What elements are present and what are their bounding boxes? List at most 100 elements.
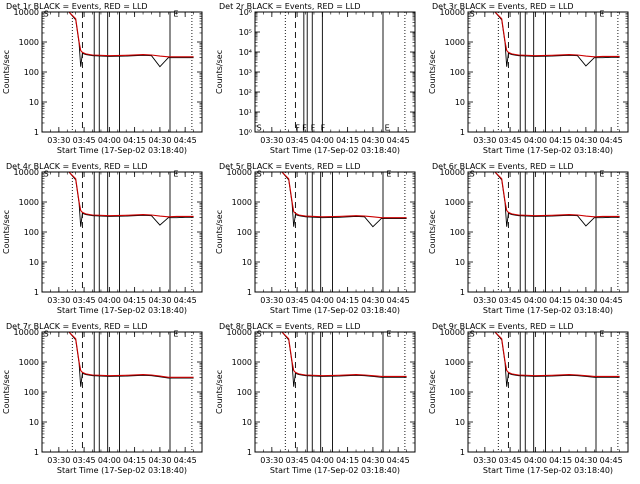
lld-series-line: [68, 172, 194, 218]
plot-frame: [41, 11, 203, 133]
y-tick-label: 10³: [239, 68, 252, 77]
marker-letter: E: [386, 329, 391, 338]
chart-panel: Det 4r BLACK = Events, RED = LLD Counts/s…: [2, 162, 203, 315]
y-axis-label: Counts/sec: [215, 50, 224, 94]
x-tick-label: 04:30: [148, 136, 171, 145]
marker-letter: E: [385, 123, 390, 132]
chart-panel: Det 7r BLACK = Events, RED = LLD Counts/s…: [2, 322, 203, 475]
x-axis-label: Start Time (17-Sep-02 03:18:40): [57, 466, 187, 475]
x-tick-label: 04:15: [336, 296, 359, 305]
marker-letter: E: [386, 169, 391, 178]
marker-letter: S: [470, 329, 475, 338]
x-tick-label: 03:45: [286, 456, 309, 465]
x-tick-label: 03:45: [499, 136, 522, 145]
lld-series-line: [494, 172, 620, 218]
y-tick-label: 100: [450, 68, 465, 77]
x-tick-label: 04:15: [549, 296, 572, 305]
y-axis-label: Counts/sec: [428, 370, 437, 414]
y-axis-label: Counts/sec: [2, 50, 11, 94]
marker-letter: F: [295, 123, 300, 132]
x-tick-label: 04:45: [600, 456, 623, 465]
x-tick-label: 03:30: [47, 296, 70, 305]
y-tick-label: 1000: [445, 38, 465, 47]
y-tick-label: 10²: [239, 88, 252, 97]
chart-title: Det 8r BLACK = Events, RED = LLD: [219, 322, 361, 331]
y-axis-label: Counts/sec: [215, 210, 224, 254]
y-tick-label: 1: [34, 128, 39, 137]
y-tick-label: 1: [460, 288, 465, 297]
x-tick-label: 03:45: [499, 456, 522, 465]
y-tick-label: 100: [24, 388, 39, 397]
marker-letter: F: [302, 123, 307, 132]
x-tick-label: 03:30: [47, 456, 70, 465]
y-tick-label: 100: [450, 388, 465, 397]
lld-series-line: [68, 12, 194, 58]
y-axis-label: Counts/sec: [2, 370, 11, 414]
x-tick-label: 04:15: [336, 136, 359, 145]
chart-title: Det 1r BLACK = Events, RED = LLD: [6, 2, 148, 11]
marker-letter: S: [257, 123, 262, 132]
marker-letter: F: [311, 123, 316, 132]
chart-title: Det 6r BLACK = Events, RED = LLD: [432, 162, 574, 171]
plot-frame: [41, 331, 203, 453]
y-tick-label: 10000: [440, 168, 465, 177]
x-tick-label: 04:30: [361, 136, 384, 145]
marker-letter: E: [599, 9, 604, 18]
x-tick-label: 04:00: [311, 296, 334, 305]
chart-panel: Det 6r BLACK = Events, RED = LLD Counts/s…: [428, 162, 629, 315]
x-tick-label: 04:30: [148, 296, 171, 305]
chart-panel: Det 1r BLACK = Events, RED = LLD Counts/s…: [2, 2, 203, 155]
marker-letter: E: [173, 169, 178, 178]
y-tick-label: 100: [237, 228, 252, 237]
lld-series-line: [494, 12, 620, 58]
x-tick-label: 04:30: [361, 456, 384, 465]
x-axis-label: Start Time (17-Sep-02 03:18:40): [270, 306, 400, 315]
y-tick-label: 1000: [232, 358, 252, 367]
y-tick-label: 1000: [445, 198, 465, 207]
y-tick-label: 1000: [445, 358, 465, 367]
y-tick-label: 1: [247, 288, 252, 297]
x-tick-label: 04:15: [549, 456, 572, 465]
lld-series-line: [494, 332, 620, 377]
x-tick-label: 03:30: [47, 136, 70, 145]
x-tick-label: 04:15: [123, 456, 146, 465]
x-tick-label: 03:30: [260, 456, 283, 465]
chart-title: Det 9r BLACK = Events, RED = LLD: [432, 322, 574, 331]
x-axis-label: Start Time (17-Sep-02 03:18:40): [270, 466, 400, 475]
events-series-line: [68, 172, 194, 227]
y-axis-label: Counts/sec: [428, 210, 437, 254]
y-tick-label: 10000: [14, 328, 39, 337]
x-axis-label: Start Time (17-Sep-02 03:18:40): [270, 146, 400, 155]
marker-letter: S: [470, 9, 475, 18]
events-series-line: [494, 172, 620, 227]
marker-letter: E: [173, 9, 178, 18]
y-tick-label: 1000: [19, 358, 39, 367]
y-tick-label: 10⁶: [239, 8, 252, 17]
marker-letter: E: [599, 169, 604, 178]
y-tick-label: 10: [29, 418, 39, 427]
events-series-line: [494, 12, 620, 67]
y-tick-label: 10⁵: [239, 28, 252, 37]
x-tick-label: 03:45: [286, 136, 309, 145]
events-series-line: [494, 332, 620, 387]
y-tick-label: 10: [455, 258, 465, 267]
y-tick-label: 1000: [232, 198, 252, 207]
chart-panel: Det 2r BLACK = Events, RED = LLD Counts/s…: [215, 2, 416, 155]
y-tick-label: 1000: [19, 198, 39, 207]
x-tick-label: 04:45: [174, 296, 197, 305]
marker-letter: S: [257, 169, 262, 178]
x-tick-label: 03:30: [260, 296, 283, 305]
y-tick-label: 10: [29, 98, 39, 107]
y-tick-label: 10: [455, 418, 465, 427]
y-tick-label: 10000: [227, 168, 252, 177]
x-tick-label: 03:30: [260, 136, 283, 145]
y-tick-label: 10000: [14, 168, 39, 177]
marker-letter: S: [257, 329, 262, 338]
chart-panel: Det 9r BLACK = Events, RED = LLD Counts/s…: [428, 322, 629, 475]
x-tick-label: 04:30: [574, 136, 597, 145]
x-tick-label: 03:45: [73, 296, 96, 305]
chart-title: Det 2r BLACK = Events, RED = LLD: [219, 2, 361, 11]
chart-title: Det 7r BLACK = Events, RED = LLD: [6, 322, 148, 331]
x-axis-label: Start Time (17-Sep-02 03:18:40): [483, 306, 613, 315]
